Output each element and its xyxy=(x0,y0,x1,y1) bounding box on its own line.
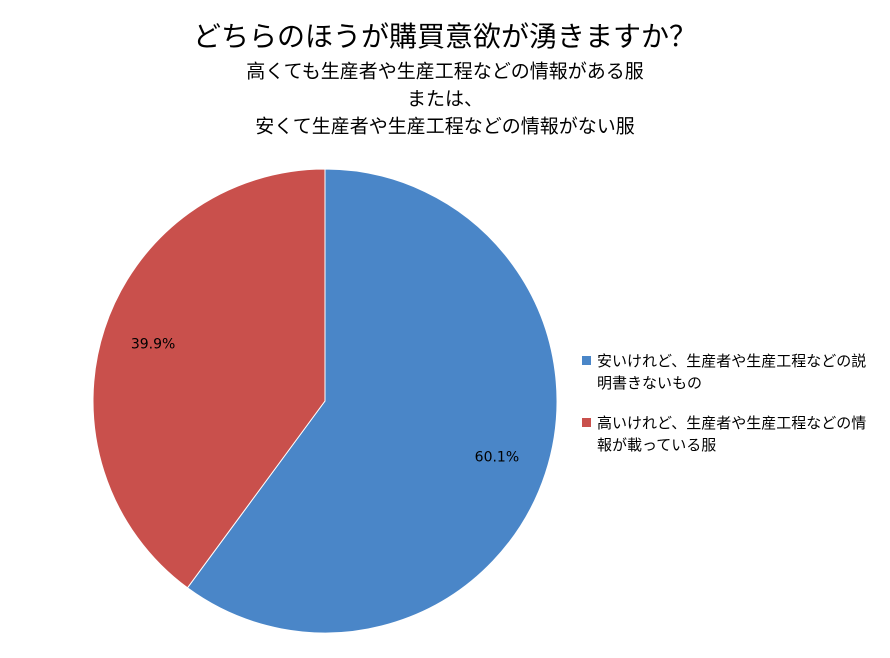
chart-subtitle: 安くて生産者や生産工程などの情報がない服 xyxy=(255,116,634,138)
legend-item: 安いけれど、生産者や生産工程などの説明書きないもの xyxy=(582,350,882,394)
legend-label: 高いけれど、生産者や生産工程などの情報が載っている服 xyxy=(597,414,867,454)
legend: 安いけれど、生産者や生産工程などの説明書きないもの 高いけれど、生産者や生産工程な… xyxy=(582,350,882,474)
chart-title: どちらのほうが購買意欲が湧きますか？ xyxy=(193,20,697,53)
pie-slice xyxy=(92,168,326,589)
data-label: 39.9% xyxy=(131,337,175,353)
pie-slice xyxy=(186,168,558,634)
chart-subtitle: または、 xyxy=(407,88,483,110)
legend-label: 安いけれど、生産者や生産工程などの説明書きないもの xyxy=(597,352,867,392)
chart-subtitle: 高くても生産者や生産工程などの情報がある服 xyxy=(246,61,643,83)
data-label: 60.1% xyxy=(475,449,519,465)
legend-item: 高いけれど、生産者や生産工程などの情報が載っている服 xyxy=(582,412,882,456)
legend-swatch xyxy=(582,356,591,365)
legend-swatch xyxy=(582,418,591,427)
